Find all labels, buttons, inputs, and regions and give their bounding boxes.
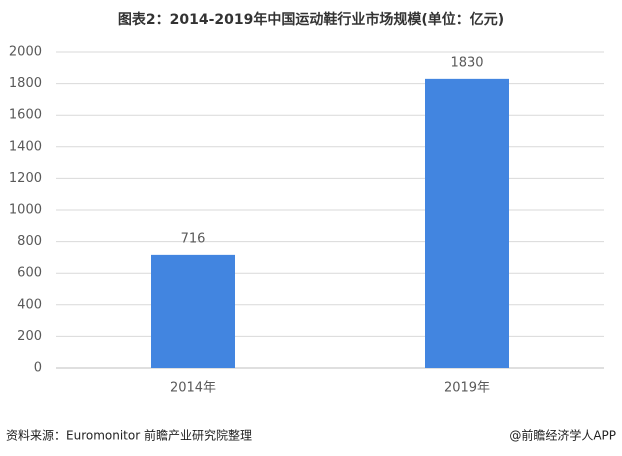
y-tick-label: 2000 [9,45,42,60]
value-label: 716 [181,231,206,246]
y-tick-label: 800 [17,234,42,249]
y-tick-label: 1200 [9,171,42,186]
source-note: 资料来源：Euromonitor 前瞻产业研究院整理 [6,428,252,443]
x-tick-label: 2019年 [444,381,490,396]
x-tick-label: 2014年 [170,381,216,396]
y-tick-label: 1600 [9,108,42,123]
y-tick-label: 200 [17,329,42,344]
y-tick-label: 0 [34,361,42,376]
value-label: 1830 [450,55,483,70]
y-tick-label: 1800 [9,76,42,91]
y-tick-label: 1400 [9,139,42,154]
chart-title: 图表2：2014-2019年中国运动鞋行业市场规模(单位：亿元) [118,11,504,28]
y-tick-label: 400 [17,297,42,312]
bar [425,78,509,369]
y-tick-label: 600 [17,266,42,281]
bar [151,254,235,368]
credit: @前瞻经济学人APP [509,428,616,443]
y-tick-label: 1000 [9,203,42,218]
